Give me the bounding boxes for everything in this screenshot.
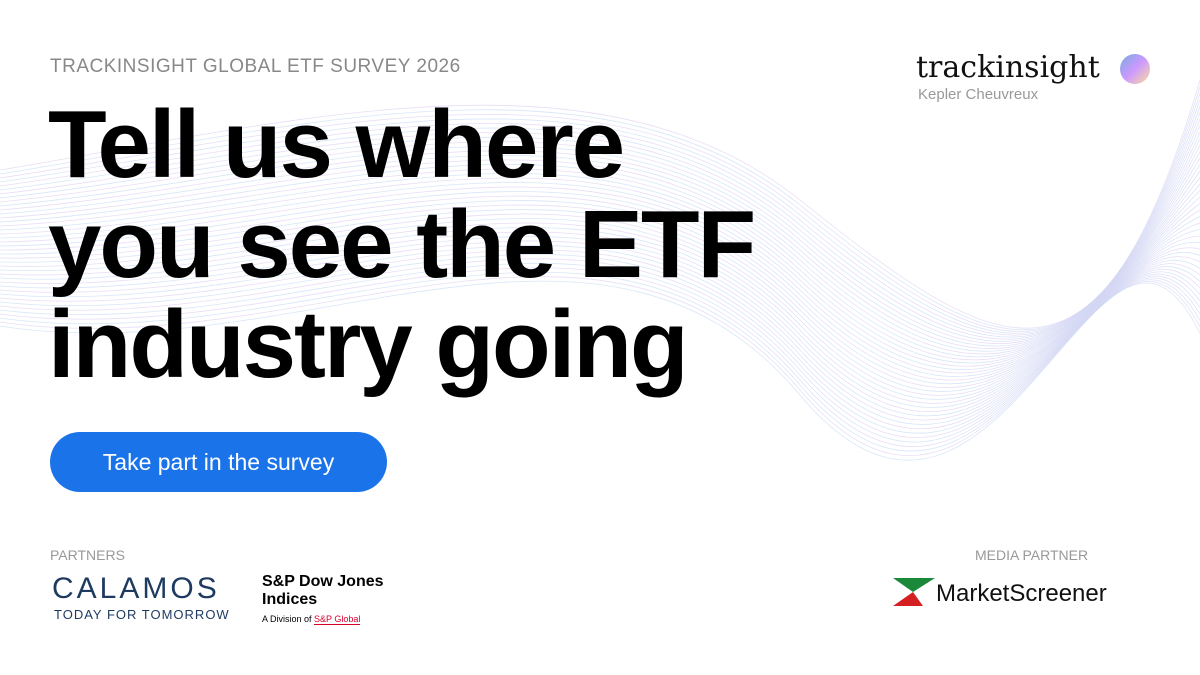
partners-label: PARTNERS <box>50 547 125 563</box>
headline-line: you see the ETF <box>48 191 756 298</box>
spdj-line: Indices <box>262 591 318 608</box>
logo: trackinsight <box>916 50 1100 85</box>
marketscreener-icon <box>893 578 935 606</box>
wave-line <box>0 280 1200 461</box>
calamos-tagline: TODAY FOR TOMORROW <box>54 607 230 622</box>
spdj-line: S&P Dow Jones <box>262 573 384 590</box>
headline: Tell us where you see the ETF industry g… <box>48 91 756 398</box>
division-text: A Division of <box>262 614 312 624</box>
logo-subtitle: Kepler Cheuvreux <box>918 86 1039 103</box>
spdj-logo: S&P Dow Jones Indices <box>262 573 384 609</box>
headline-line: industry going <box>48 291 689 398</box>
eyebrow: TRACKINSIGHT GLOBAL ETF SURVEY 2026 <box>50 56 461 77</box>
calamos-logo: CALAMOS <box>52 572 220 605</box>
headline-line: Tell us where <box>48 91 625 198</box>
survey-button[interactable]: Take part in the survey <box>50 432 387 492</box>
spglobal-text: S&P Global <box>314 614 361 625</box>
media-label: MEDIA PARTNER <box>975 547 1089 563</box>
logo-icon <box>1120 54 1150 84</box>
marketscreener-logo: MarketScreener <box>936 580 1107 607</box>
spdj-division: A Division of S&P Global <box>262 614 361 625</box>
